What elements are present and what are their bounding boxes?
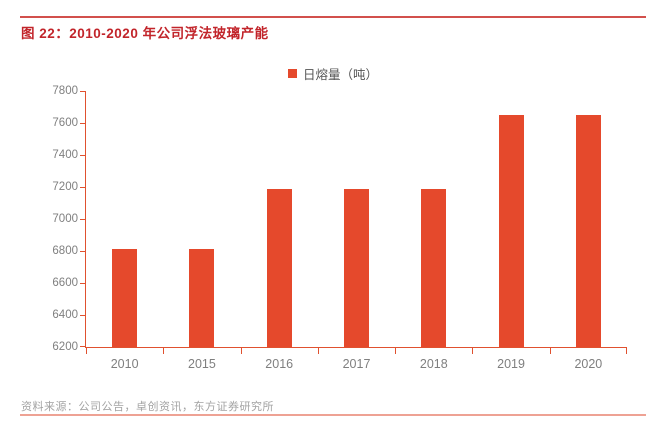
- y-axis-tick: [80, 155, 85, 156]
- x-axis-tick-label: 2017: [342, 357, 371, 371]
- bar-2016: [266, 189, 292, 347]
- x-axis-tick: [395, 348, 397, 354]
- bar-2015: [189, 249, 215, 347]
- x-axis-tick-label: 2016: [265, 357, 294, 371]
- y-axis-tick-label: 6200: [52, 341, 78, 353]
- source-note: 资料来源：公司公告，卓创资讯，东方证券研究所: [21, 401, 274, 413]
- y-axis-tick: [80, 91, 85, 92]
- y-axis-tick: [80, 283, 85, 284]
- title-top-rule: [20, 16, 646, 18]
- figure-title: 图 22：2010-2020 年公司浮法玻璃产能: [21, 26, 269, 41]
- legend-swatch-icon: [287, 68, 297, 78]
- x-axis-tick-label: 2020: [574, 357, 603, 371]
- y-axis-tick: [80, 346, 85, 347]
- x-axis-tick-label: 2010: [110, 357, 139, 371]
- y-axis-tick-label: 6400: [52, 309, 78, 321]
- bar-2019: [498, 115, 524, 347]
- x-axis-tick: [86, 348, 87, 354]
- x-axis-tick: [317, 348, 319, 354]
- footer-rule: [20, 414, 646, 416]
- y-axis-tick-label: 7200: [52, 181, 78, 193]
- bar-2010: [112, 249, 138, 347]
- y-axis-tick: [80, 123, 85, 124]
- bar-2017: [344, 189, 369, 347]
- x-axis-tick: [163, 348, 165, 354]
- x-axis-tick-label: 2018: [419, 357, 448, 371]
- bar-chart-plot-area: 7800 7600 7400 7200 7000 6800 6600 6400 6200 2010…: [52, 85, 627, 371]
- y-axis-tick: [80, 219, 85, 220]
- y-axis-tick-label: 7000: [52, 213, 78, 225]
- x-axis-tick-label: 2019: [497, 357, 525, 371]
- y-axis-tick-label: 7600: [52, 117, 78, 129]
- y-axis-tick-label: 6800: [52, 245, 78, 257]
- y-axis-tick-label: 7800: [52, 85, 78, 97]
- x-axis-tick: [240, 348, 242, 354]
- x-axis-tick-label: 2015: [188, 357, 216, 371]
- bar-2020: [575, 115, 601, 347]
- y-axis-tick-label: 7400: [52, 149, 78, 161]
- chart-legend: 日熔量（吨）: [0, 65, 666, 82]
- x-axis-tick: [549, 348, 551, 354]
- y-axis-tick: [80, 315, 85, 316]
- bar-2018: [421, 189, 447, 347]
- y-axis-tick: [80, 187, 85, 188]
- legend-label: 日熔量（吨）: [302, 67, 378, 82]
- x-axis-tick: [472, 348, 474, 354]
- y-axis-tick-label: 6600: [52, 277, 78, 289]
- x-axis-tick: [626, 348, 627, 354]
- y-axis-tick: [80, 251, 85, 252]
